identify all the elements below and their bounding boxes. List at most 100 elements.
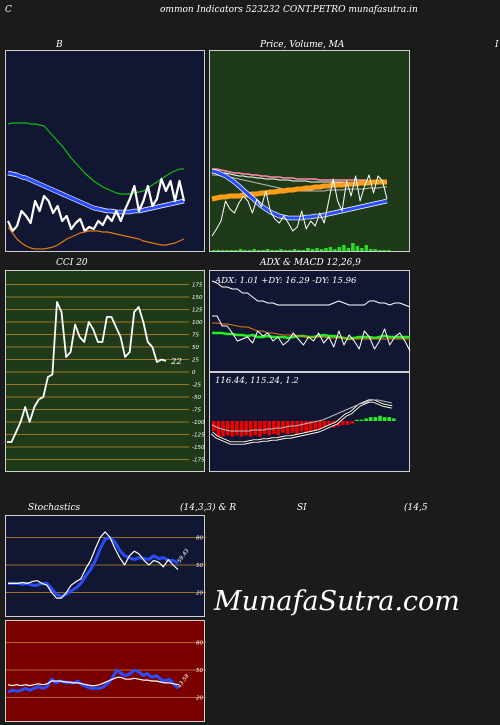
volume-bar (387, 250, 391, 251)
cci-chart: 175 150 125 100 75 50 25 0 -25 -50 -75 -100 -125 -150… (6, 283, 205, 464)
bb-close-line (6, 177, 186, 233)
macd-hist-bar (235, 421, 239, 436)
cci-tick-label: 75 (192, 333, 199, 339)
macd-hist-bar (341, 421, 345, 425)
cci-tick-label: -25 (192, 383, 201, 389)
cci-tick-label: -175 (192, 458, 205, 464)
macd-hist-bar (373, 417, 378, 421)
cci-tick-label: -150 (192, 445, 205, 451)
macd-hist-bar (281, 421, 285, 433)
stoch-tick-label: 20 (196, 591, 203, 597)
volume-bar (319, 249, 324, 251)
adx-panel: ADX: 1.01 +DY: 16.29 -DY: 15.96 (209, 270, 411, 372)
volume-bar (382, 250, 386, 251)
macd-hist-bar (368, 417, 373, 421)
rsi-chart: 80 50 20 43.58 (6, 640, 206, 702)
rsi-tick-label: 80 (196, 640, 203, 646)
macd-hist-bar (345, 421, 350, 425)
cci-tick-label: -125 (192, 433, 205, 439)
volume-bar (247, 250, 252, 251)
volume-bar (252, 249, 256, 251)
macd-hist-bar (313, 421, 318, 431)
volume-bar (225, 250, 229, 251)
macd-hist-bar (248, 421, 253, 437)
macd-hist-bar (230, 421, 235, 437)
volume-bar (283, 250, 288, 251)
macd-hist-bar (322, 421, 327, 429)
bb-middle-line (7, 171, 185, 214)
cci-tick-label: 25 (192, 358, 199, 364)
volume-bar (301, 250, 306, 251)
volume-bar (229, 250, 234, 251)
rsi-params: (14,5 (404, 503, 428, 513)
adx-adx-white-line (211, 280, 411, 308)
macd-hist-bar (355, 419, 359, 421)
stoch-d-white-line (8, 531, 179, 599)
rsi-title: SI (297, 503, 307, 513)
macd-hist-bar (290, 421, 295, 433)
volume-bar (355, 246, 360, 251)
cci-tick-label: 150 (192, 295, 203, 301)
macd-chart: 116.44, 115.24, 1.2 (210, 376, 396, 445)
cci-tick-label: 50 (192, 345, 199, 351)
stochastic-chart: 80 50 20 59.43 (6, 531, 206, 599)
macd-panel: 116.44, 115.24, 1.2 (209, 372, 410, 472)
macd-hist-bar (267, 421, 271, 436)
macd-hist-bar (350, 421, 355, 424)
macd-hist-bar (359, 419, 364, 421)
volume-bar (351, 243, 355, 251)
volume-bar (364, 245, 369, 251)
rsi-rsi-blue-line (7, 668, 180, 694)
bollinger-panel (5, 50, 205, 252)
volume-bar (238, 249, 243, 251)
volume-bar (373, 249, 377, 251)
price-ma-orange-line (211, 179, 387, 202)
cci-panel: 175 150 125 100 75 50 25 0 -25 -50 -75 -100 -125 -150… (5, 270, 205, 472)
volume-bar (333, 249, 337, 251)
macd-hist-bar (318, 421, 322, 431)
adx-macd-title: ADX & MACD 12,26,9 (260, 258, 361, 268)
macd-hist-bar (216, 421, 221, 437)
volume-bar (378, 250, 382, 251)
rsi-tick-label: 20 (196, 696, 203, 702)
macd-hist-bar (225, 421, 230, 436)
volume-bar (315, 248, 319, 251)
macd-hist-bar (244, 421, 248, 436)
volume-bar (346, 248, 351, 251)
volume-bar (337, 247, 342, 251)
adx-chart: ADX: 1.01 +DY: 16.29 -DY: 15.96 (211, 276, 411, 352)
macd-values-text: 116.44, 115.24, 1.2 (215, 376, 299, 386)
macd-hist-bar (221, 421, 225, 437)
volume-bar (274, 250, 279, 251)
macd-hist-bar (258, 421, 262, 437)
bb-upper-line (7, 122, 184, 195)
stoch-tick-label: 50 (196, 563, 203, 569)
macd-hist-bar (295, 421, 299, 434)
volume-bar (256, 250, 261, 251)
cci-tick-label: -100 (192, 420, 205, 426)
macd-hist-bar (262, 421, 267, 434)
macd-hist-bar (336, 421, 341, 427)
cci-line (7, 301, 167, 443)
volume-bar (360, 248, 364, 251)
macd-hist-bar (364, 418, 368, 421)
cci-tick-label: -75 (192, 408, 201, 414)
watermark: MunafaSutra.com (214, 586, 460, 617)
stoch-title: Stochastics (28, 503, 81, 513)
volume-bar (288, 250, 292, 251)
volume-bar (221, 250, 225, 251)
macd-hist-bar (327, 421, 331, 428)
volume-bar (212, 250, 216, 251)
price-close-line (211, 174, 388, 237)
rsi-tick-label: 50 (196, 668, 203, 674)
cci-tick-label: 0 (192, 370, 196, 376)
cci-tick-label: 175 (192, 283, 203, 289)
stoch-params: (14,3,3) & R (180, 503, 237, 513)
volume-bar (243, 250, 247, 251)
volume-bar (324, 248, 328, 251)
macd-hist-bar (392, 418, 396, 421)
volume-bar (265, 249, 270, 251)
rsi-rsi-white-line (7, 676, 179, 687)
volume-bar (369, 249, 373, 251)
stoch-value-label: 59.43 (177, 548, 191, 565)
